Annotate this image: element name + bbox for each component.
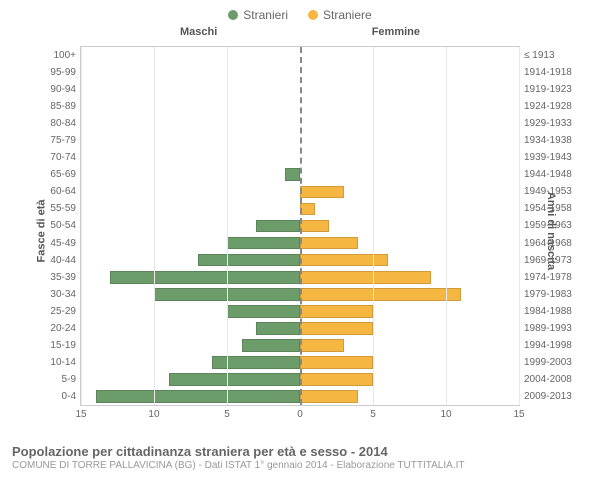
y-label-birth: 1914-1918 (519, 67, 572, 78)
gridline (81, 47, 82, 405)
y-label-age: 40-44 (50, 255, 81, 266)
legend: Stranieri Straniere (0, 0, 600, 26)
y-label-age: 85-89 (50, 101, 81, 112)
legend-item-female: Straniere (308, 8, 372, 22)
x-tick: 5 (224, 405, 230, 420)
x-tick: 0 (297, 405, 303, 420)
y-label-birth: 1919-1923 (519, 84, 572, 95)
y-label-birth: 2009-2013 (519, 391, 572, 402)
y-label-age: 15-19 (50, 340, 81, 351)
x-tick: 15 (75, 405, 86, 420)
y-label-birth: 1979-1983 (519, 289, 572, 300)
y-label-birth: 2004-2008 (519, 374, 572, 385)
pyramid-chart: Maschi Femmine Fasce di età Anni di nasc… (0, 26, 600, 436)
legend-label-female: Straniere (323, 8, 372, 22)
y-label-age: 55-59 (50, 203, 81, 214)
y-label-birth: 1989-1993 (519, 323, 572, 334)
y-label-birth: 1959-1963 (519, 220, 572, 231)
y-label-age: 60-64 (50, 186, 81, 197)
y-label-birth: 1954-1958 (519, 203, 572, 214)
legend-swatch-female (308, 10, 318, 20)
x-tick: 15 (513, 405, 524, 420)
bar-male (198, 254, 300, 267)
bar-female (300, 288, 461, 301)
center-line (300, 47, 302, 405)
bar-female (300, 390, 358, 403)
y-label-birth: 1934-1938 (519, 135, 572, 146)
gridline (519, 47, 520, 405)
y-label-age: 90-94 (50, 84, 81, 95)
y-label-age: 35-39 (50, 272, 81, 283)
plot-area: 100+≤ 191395-991914-191890-941919-192385… (80, 46, 520, 406)
bar-female (300, 203, 315, 216)
y-label-age: 80-84 (50, 118, 81, 129)
y-label-age: 50-54 (50, 220, 81, 231)
y-label-age: 65-69 (50, 169, 81, 180)
bar-male (285, 168, 300, 181)
x-tick: 10 (148, 405, 159, 420)
y-label-birth: 1974-1978 (519, 272, 572, 283)
bar-male (256, 322, 300, 335)
y-label-age: 0-4 (62, 391, 81, 402)
bar-male (110, 271, 300, 284)
y-label-birth: 1929-1933 (519, 118, 572, 129)
bar-female (300, 186, 344, 199)
chart-title: Popolazione per cittadinanza straniera p… (12, 444, 588, 459)
legend-swatch-male (228, 10, 238, 20)
header-male: Maschi (180, 26, 217, 38)
y-label-age: 25-29 (50, 306, 81, 317)
bar-male (256, 220, 300, 233)
header-female: Femmine (372, 26, 420, 38)
y-label-birth: 1969-1973 (519, 255, 572, 266)
y-label-birth: 1984-1988 (519, 306, 572, 317)
bar-male (242, 339, 300, 352)
bar-female (300, 271, 431, 284)
bar-female (300, 254, 388, 267)
bar-female (300, 322, 373, 335)
y-label-birth: 1944-1948 (519, 169, 572, 180)
bar-male (169, 373, 300, 386)
y-label-age: 70-74 (50, 152, 81, 163)
y-label-age: 95-99 (50, 67, 81, 78)
chart-subtitle: COMUNE DI TORRE PALLAVICINA (BG) - Dati … (12, 459, 588, 471)
bar-female (300, 339, 344, 352)
y-label-age: 5-9 (62, 374, 81, 385)
bar-female (300, 220, 329, 233)
y-label-birth: 1964-1968 (519, 238, 572, 249)
legend-item-male: Stranieri (228, 8, 288, 22)
y-label-age: 100+ (53, 50, 81, 61)
y-label-age: 75-79 (50, 135, 81, 146)
y-label-birth: 1939-1943 (519, 152, 572, 163)
gridline (446, 47, 447, 405)
legend-label-male: Stranieri (243, 8, 288, 22)
footer: Popolazione per cittadinanza straniera p… (0, 436, 600, 471)
y-label-birth: 1949-1953 (519, 186, 572, 197)
bar-male (227, 237, 300, 250)
gridline (227, 47, 228, 405)
y-axis-title-left: Fasce di età (35, 200, 47, 263)
bar-female (300, 356, 373, 369)
bar-female (300, 373, 373, 386)
bar-male (212, 356, 300, 369)
y-label-age: 20-24 (50, 323, 81, 334)
bar-female (300, 305, 373, 318)
gridline (154, 47, 155, 405)
gridline (373, 47, 374, 405)
y-label-birth: 1924-1928 (519, 101, 572, 112)
bar-male (227, 305, 300, 318)
y-label-age: 30-34 (50, 289, 81, 300)
y-label-birth: 1999-2003 (519, 357, 572, 368)
y-label-age: 45-49 (50, 238, 81, 249)
x-tick: 10 (440, 405, 451, 420)
bar-female (300, 237, 358, 250)
y-label-age: 10-14 (50, 357, 81, 368)
x-tick: 5 (370, 405, 376, 420)
y-label-birth: 1994-1998 (519, 340, 572, 351)
y-label-birth: ≤ 1913 (519, 50, 555, 61)
bar-male (96, 390, 300, 403)
